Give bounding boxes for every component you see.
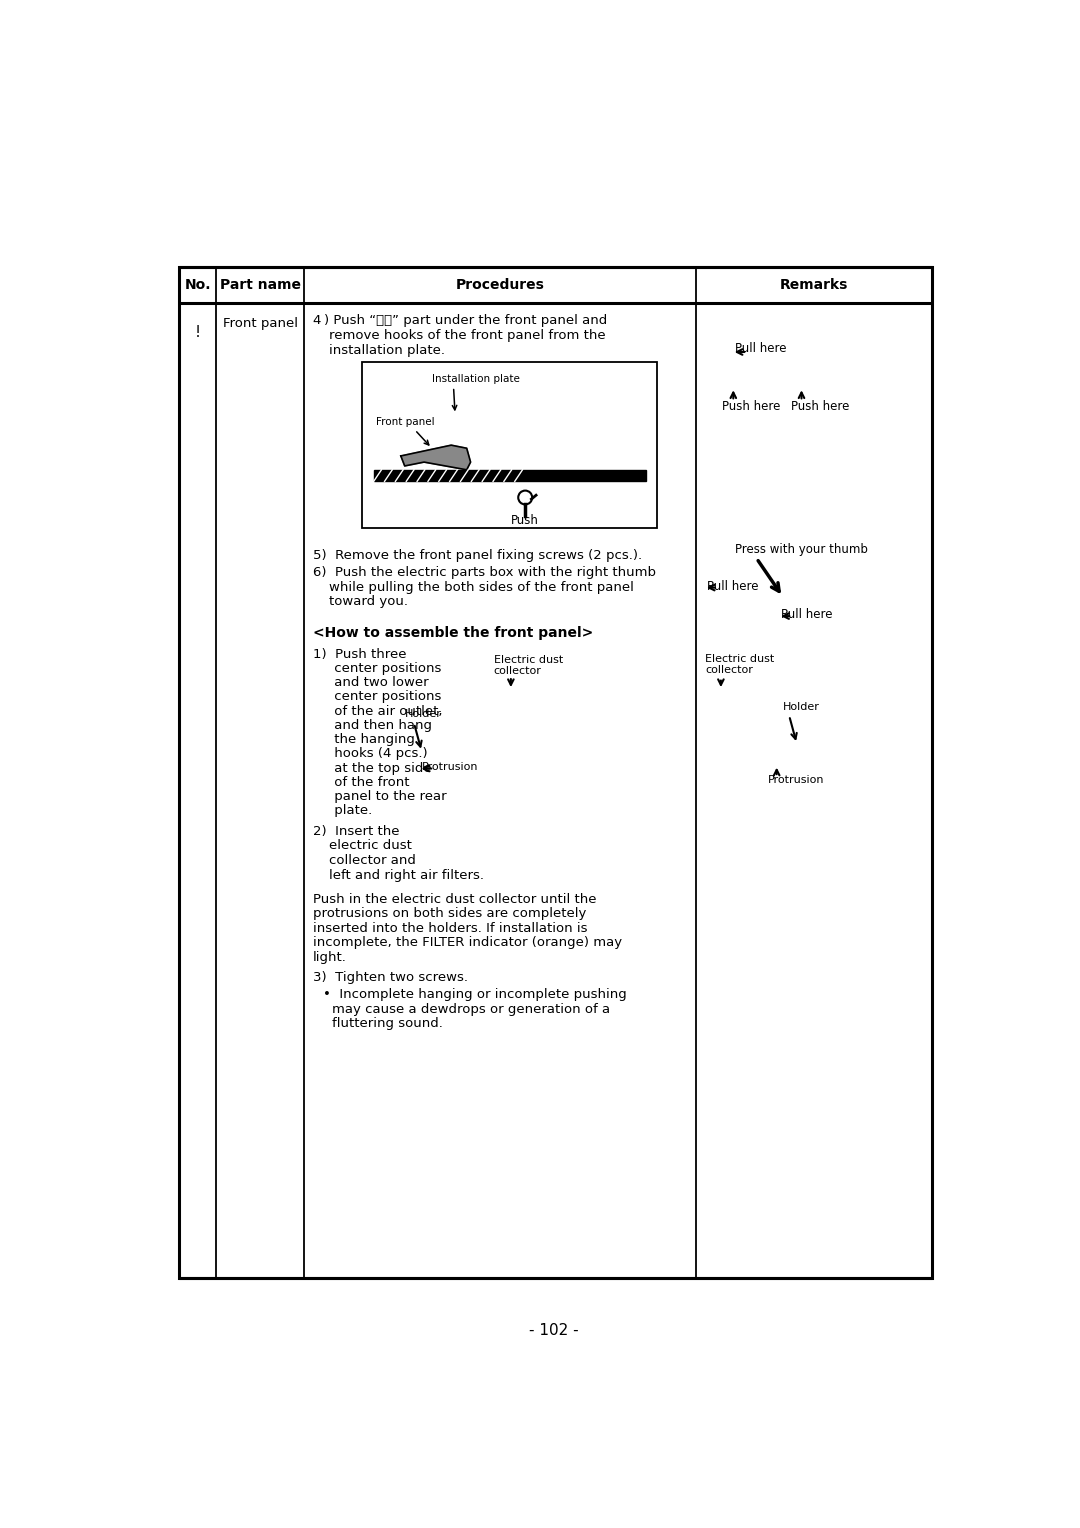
Text: 3)  Tighten two screws.: 3) Tighten two screws. (313, 972, 469, 984)
Text: remove hooks of the front panel from the: remove hooks of the front panel from the (328, 329, 606, 342)
Text: protrusions on both sides are completely: protrusions on both sides are completely (313, 908, 586, 920)
Text: plate.: plate. (313, 804, 373, 817)
Text: Pull here: Pull here (734, 342, 786, 354)
Text: electric dust: electric dust (328, 839, 411, 853)
Text: and then hang: and then hang (313, 718, 432, 732)
Text: Pull here: Pull here (781, 608, 833, 622)
Text: Push here: Push here (791, 400, 849, 414)
Text: •  Incomplete hanging or incomplete pushing: • Incomplete hanging or incomplete pushi… (323, 989, 626, 1001)
Text: Holder: Holder (405, 709, 442, 720)
Text: hooks (4 pcs.): hooks (4 pcs.) (313, 747, 428, 761)
Text: 5)  Remove the front panel fixing screws (2 pcs.).: 5) Remove the front panel fixing screws … (313, 549, 643, 562)
Text: of the front: of the front (313, 776, 409, 788)
Text: Holder: Holder (783, 701, 820, 712)
Text: at the top side: at the top side (313, 761, 432, 775)
Polygon shape (401, 445, 471, 469)
Text: center positions: center positions (313, 662, 442, 675)
Text: installation plate.: installation plate. (328, 344, 445, 356)
Text: Push here: Push here (723, 400, 781, 414)
Text: <How to assemble the front panel>: <How to assemble the front panel> (313, 626, 594, 640)
Text: the hanging: the hanging (313, 733, 415, 746)
Text: may cause a dewdrops or generation of a: may cause a dewdrops or generation of a (332, 1002, 610, 1016)
Text: Pull here: Pull here (707, 581, 758, 593)
Text: Remarks: Remarks (780, 278, 848, 292)
Text: while pulling the both sides of the front panel: while pulling the both sides of the fron… (328, 581, 634, 594)
Text: light.: light. (313, 950, 347, 964)
Text: and two lower: and two lower (313, 677, 429, 689)
Text: Procedures: Procedures (456, 278, 544, 292)
Text: inserted into the holders. If installation is: inserted into the holders. If installati… (313, 921, 588, 935)
Text: panel to the rear: panel to the rear (313, 790, 447, 804)
Text: of the air outlet,: of the air outlet, (313, 704, 443, 718)
Text: - 102 -: - 102 - (529, 1323, 578, 1339)
Text: !: ! (194, 325, 201, 341)
Text: Protrusion: Protrusion (422, 761, 478, 772)
Text: Push: Push (511, 513, 539, 527)
Text: Electric dust: Electric dust (705, 654, 774, 663)
Text: Press with your thumb: Press with your thumb (734, 542, 867, 556)
Text: Front panel: Front panel (222, 318, 298, 330)
Text: collector: collector (705, 665, 753, 674)
Circle shape (518, 490, 532, 504)
Text: Installation plate: Installation plate (432, 373, 519, 384)
Text: 2)  Insert the: 2) Insert the (313, 825, 400, 837)
Text: toward you.: toward you. (328, 596, 408, 608)
Text: left and right air filters.: left and right air filters. (328, 868, 484, 882)
Text: Part name: Part name (219, 278, 300, 292)
Text: Electric dust: Electric dust (494, 656, 563, 665)
Text: Push in the electric dust collector until the: Push in the electric dust collector unti… (313, 892, 597, 906)
Text: collector: collector (494, 666, 542, 677)
Text: No.: No. (185, 278, 211, 292)
Text: 6)  Push the electric parts box with the right thumb: 6) Push the electric parts box with the … (313, 565, 657, 579)
Text: Protrusion: Protrusion (768, 776, 824, 785)
Text: center positions: center positions (313, 691, 442, 703)
Text: Front panel: Front panel (376, 417, 434, 428)
Bar (362, 362, 658, 527)
Text: collector and: collector and (328, 854, 416, 866)
Text: incomplete, the FILTER indicator (orange) may: incomplete, the FILTER indicator (orange… (313, 937, 622, 949)
Text: fluttering sound.: fluttering sound. (332, 1018, 443, 1030)
Text: 4 ) Push “押す” part under the front panel and: 4 ) Push “押す” part under the front panel… (313, 315, 607, 327)
Polygon shape (374, 469, 646, 481)
Text: 1)  Push three: 1) Push three (313, 648, 407, 660)
Bar (179, 266, 932, 1279)
